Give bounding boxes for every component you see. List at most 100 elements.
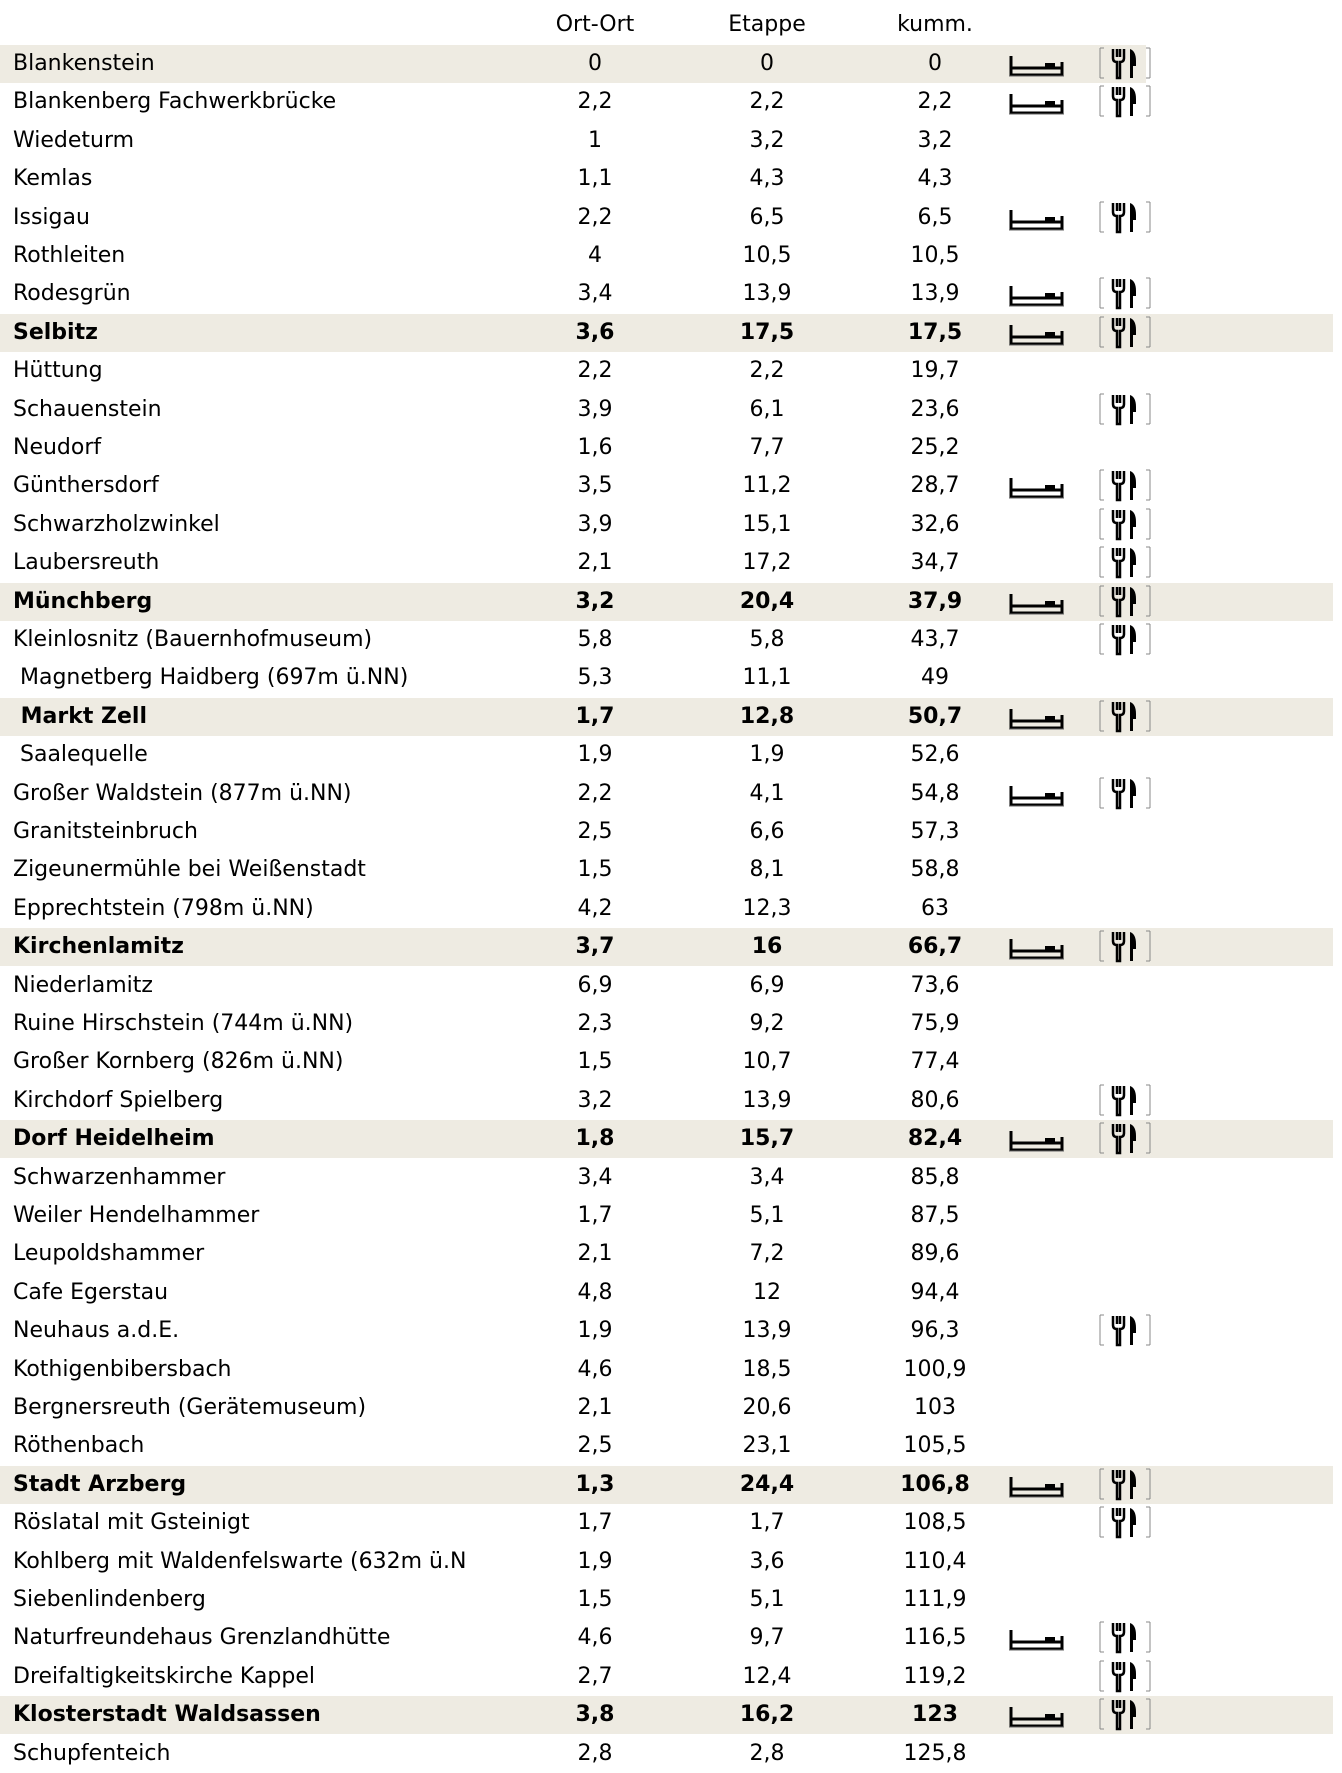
place-name: Großer Kornberg (826m ü.NN): [13, 1049, 344, 1075]
distance-cell: 77,4: [910, 1049, 960, 1075]
table-row: Blankenstein 0 0 0: [0, 45, 1151, 83]
restaurant-icon: [1096, 84, 1154, 131]
distance-cell: 6,9: [749, 972, 785, 998]
distance-cell: 50,7: [907, 703, 963, 729]
distance-cell: 80,6: [910, 1087, 960, 1113]
distance-cell: 100,9: [903, 1356, 967, 1382]
place-name: Münchberg: [13, 588, 153, 614]
distance-cell: 2,1: [577, 550, 613, 576]
distance-cell: 13,9: [742, 1318, 792, 1344]
restaurant-icon: [1096, 776, 1154, 823]
distance-cell: 2,5: [577, 1433, 613, 1459]
distance-cell: 6,5: [917, 204, 953, 230]
place-name: Wiedeturm: [13, 127, 135, 153]
restaurant-icon: [1096, 200, 1154, 247]
bed-icon: [1008, 86, 1066, 131]
restaurant-icon: [1096, 276, 1154, 323]
distance-cell: 12,8: [739, 703, 795, 729]
restaurant-icon: [1096, 622, 1154, 669]
distance-cell: 1: [588, 127, 602, 153]
place-name: Dorf Heidelheim: [13, 1126, 215, 1152]
bed-icon: [1008, 1622, 1066, 1667]
distance-cell: 111,9: [903, 1587, 967, 1612]
distance-cell: 116,5: [903, 1625, 967, 1651]
distance-cell: 103: [914, 1395, 956, 1420]
distance-cell: 25,2: [910, 435, 960, 460]
table-row: Dreifaltigkeitskirche Kappel 2,7 12,4 119,2: [0, 1658, 1333, 1696]
distance-cell: 5,8: [577, 627, 613, 652]
distance-cell: 2,8: [749, 1740, 785, 1766]
table-row: Rodesgrün 3,4 13,9 13,9: [0, 275, 1333, 313]
distance-cell: 0: [588, 51, 602, 76]
distance-cell: 4,6: [577, 1625, 613, 1651]
place-name: Markt Zell: [13, 703, 148, 729]
distance-cell: 3,6: [749, 1548, 785, 1574]
distance-cell: 2,2: [577, 89, 613, 115]
bed-icon: [1008, 1699, 1066, 1744]
distance-cell: 105,5: [903, 1433, 967, 1459]
table-row: Blankenberg Fachwerkbrücke 2,2 2,2 2,2: [0, 83, 1333, 121]
table-row: Bergnersreuth (Gerätemuseum) 2,1 20,6 103: [0, 1389, 1333, 1427]
table-row: Kohlberg mit Waldenfelswarte (632m ü.N 1,…: [0, 1543, 1333, 1581]
distance-cell: 2,1: [577, 1241, 613, 1267]
distance-cell: 110,4: [903, 1548, 967, 1574]
place-name: Kirchenlamitz: [13, 934, 184, 960]
distance-cell: 16,2: [739, 1702, 795, 1728]
distance-cell: 5,8: [749, 627, 785, 652]
distance-cell: 4,2: [577, 895, 613, 921]
distance-cell: 13,9: [742, 1087, 792, 1113]
distance-cell: 6,9: [577, 972, 613, 998]
distance-cell: 8,1: [749, 857, 785, 883]
distance-cell: 57,3: [910, 819, 960, 844]
distance-cell: 15,1: [742, 511, 792, 537]
distance-cell: 82,4: [907, 1126, 963, 1152]
distance-cell: 49: [921, 665, 949, 691]
distance-cell: 52,6: [910, 742, 960, 768]
distance-cell: 106,8: [900, 1471, 970, 1497]
distance-cell: 34,7: [910, 550, 960, 576]
place-name: Stadt Arzberg: [13, 1471, 187, 1497]
distance-cell: 1,5: [577, 1049, 613, 1075]
table-row: Kemlas 1,1 4,3 4,3: [0, 160, 1333, 198]
place-name: Günthersdorf: [13, 473, 159, 499]
distance-cell: 4,3: [749, 166, 785, 192]
distance-cell: 16: [751, 934, 783, 960]
place-name: Epprechtstein (798m ü.NN): [13, 895, 314, 921]
distance-cell: 3,2: [577, 1087, 613, 1113]
table-row: Leupoldshammer 2,1 7,2 89,6: [0, 1235, 1333, 1273]
distance-cell: 96,3: [910, 1318, 960, 1344]
place-name: Naturfreundehaus Grenzlandhütte: [13, 1625, 391, 1651]
place-name: Rodesgrün: [13, 281, 131, 307]
place-name: Neudorf: [13, 435, 102, 460]
bed-icon: [1008, 701, 1066, 746]
place-name: Issigau: [13, 204, 90, 230]
distance-cell: 66,7: [907, 934, 963, 960]
place-name: Kirchdorf Spielberg: [13, 1087, 224, 1113]
distance-cell: 5,1: [749, 1203, 785, 1228]
bed-icon: [1008, 586, 1066, 631]
restaurant-icon: [1096, 1659, 1154, 1706]
place-name: Schauenstein: [13, 396, 162, 422]
distance-cell: 2,3: [577, 1011, 613, 1036]
distance-cell: 89,6: [910, 1241, 960, 1267]
table-row: Kleinlosnitz (Bauernhofmuseum) 5,8 5,8 43,7: [0, 621, 1333, 659]
place-name: Granitsteinbruch: [13, 819, 198, 844]
place-name: Selbitz: [13, 319, 98, 345]
table-row: Magnetberg Haidberg (697m ü.NN) 5,3 11,1 49: [0, 659, 1333, 697]
distance-cell: 1,9: [577, 1548, 613, 1574]
table-row: Schwarzholzwinkel 3,9 15,1 32,6: [0, 506, 1333, 544]
distance-cell: 43,7: [910, 627, 960, 652]
place-name: Laubersreuth: [13, 550, 160, 576]
distance-cell: 4,3: [917, 166, 953, 192]
distance-cell: 73,6: [910, 972, 960, 998]
table-row: Hüttung 2,2 2,2 19,7: [0, 352, 1333, 390]
table-row: Markt Zell 1,7 12,8 50,7: [0, 697, 1333, 736]
bed-icon: [1008, 470, 1066, 515]
distance-cell: 23,6: [910, 396, 960, 422]
restaurant-icon: [1096, 1121, 1154, 1168]
restaurant-icon: [1096, 1505, 1154, 1552]
distance-cell: 4: [588, 243, 602, 268]
distance-cell: 5,1: [749, 1587, 785, 1612]
distance-cell: 3,2: [575, 588, 615, 614]
